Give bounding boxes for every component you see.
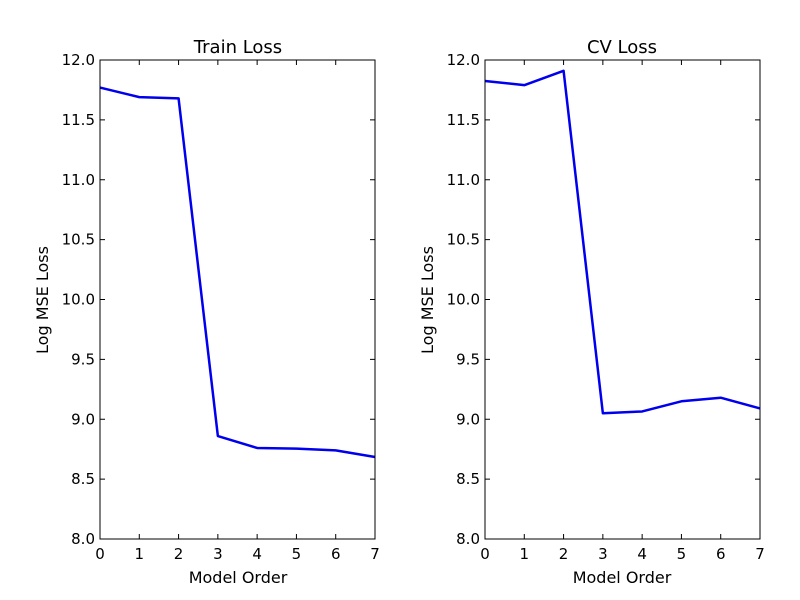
y-tick-label: 10.5	[447, 231, 480, 249]
chart-title: Train Loss	[193, 37, 282, 58]
y-tick-label: 8.0	[456, 530, 480, 548]
x-axis-label: Model Order	[189, 568, 288, 587]
x-tick-label: 7	[370, 545, 380, 563]
plot-area: 0 1 2 3 4 5 6 7 8.0 8.5 9.0 9.5 10.0 10.5 11.0 11.5 12.0	[62, 51, 380, 563]
x-tick-label: 3	[213, 545, 223, 563]
x-tick-label: 0	[95, 545, 105, 563]
x-tick-label: 2	[174, 545, 184, 563]
x-tick-label: 1	[135, 545, 145, 563]
y-tick-label: 9.5	[456, 350, 480, 368]
cv-loss-chart: CV Loss Model Order Log MSE Loss 0 1 2 3 4 5 6…	[418, 37, 765, 587]
x-tick-label: 0	[480, 545, 490, 563]
y-tick-label: 11.0	[447, 171, 480, 189]
y-tick-label: 12.0	[62, 51, 95, 69]
train-loss-chart: Train Loss Model Order Log MSE Loss 0 1 2 3…	[33, 37, 380, 587]
y-tick-label: 10.5	[62, 231, 95, 249]
series-line	[484, 69, 761, 415]
y-tick-label: 8.5	[71, 470, 95, 488]
y-tick-label: 9.0	[456, 410, 480, 428]
y-tick-label: 8.5	[456, 470, 480, 488]
y-axis-label: Log MSE Loss	[33, 246, 52, 354]
x-tick-label: 4	[637, 545, 647, 563]
y-tick-label: 10.0	[62, 291, 95, 309]
x-tick-label: 6	[331, 545, 341, 563]
chart-title: CV Loss	[587, 37, 657, 58]
y-tick-label: 12.0	[447, 51, 480, 69]
axes-frame	[99, 59, 376, 540]
y-tick-label: 9.0	[71, 410, 95, 428]
x-tick-label: 4	[252, 545, 262, 563]
x-tick-label: 1	[520, 545, 530, 563]
x-axis-label: Model Order	[573, 568, 672, 587]
plot-area: 0 1 2 3 4 5 6 7 8.0 8.5 9.0 9.5 10.0 10.5 11.0 11.5 12.0	[447, 51, 765, 563]
y-tick-label: 9.5	[71, 350, 95, 368]
x-tick-label: 6	[716, 545, 726, 563]
y-tick-label: 8.0	[71, 530, 95, 548]
x-tick-label: 7	[755, 545, 765, 563]
y-tick-label: 11.5	[62, 111, 95, 129]
y-tick-label: 10.0	[447, 291, 480, 309]
y-tick-label: 11.0	[62, 171, 95, 189]
y-axis-label: Log MSE Loss	[418, 246, 437, 354]
x-tick-label: 5	[292, 545, 302, 563]
x-tick-label: 2	[559, 545, 569, 563]
x-tick-label: 5	[677, 545, 687, 563]
series-line	[99, 86, 376, 459]
axes-frame	[484, 59, 761, 540]
x-tick-label: 3	[598, 545, 608, 563]
y-tick-label: 11.5	[447, 111, 480, 129]
